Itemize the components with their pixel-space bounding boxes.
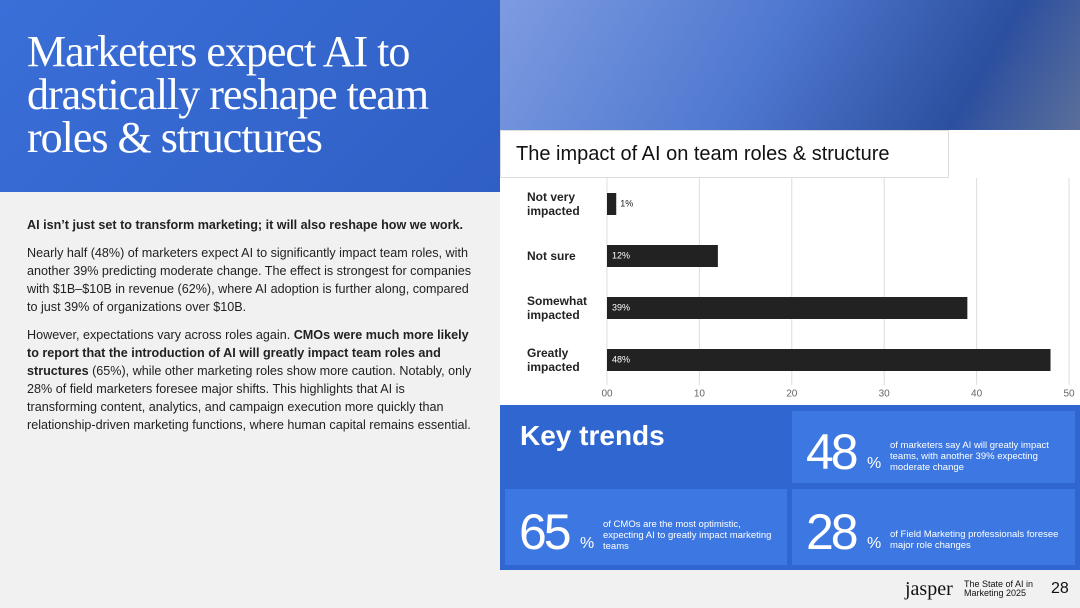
text: (65%), while other marketing roles show … — [27, 364, 472, 432]
stat-box: 65 % of CMOs are the most optimistic, ex… — [505, 489, 787, 565]
bold-text: CMOs were much more likely to report tha… — [27, 328, 469, 378]
text: However, expectations vary across roles … — [27, 328, 294, 342]
stat-unit: % — [867, 455, 882, 472]
stat-box: 48 % of marketers say AI will greatly im… — [792, 411, 1075, 483]
category-label: Not sure — [527, 249, 576, 263]
stat-box: 28 % of Field Marketing professionals fo… — [792, 489, 1075, 565]
x-tick-label: 50 — [1063, 389, 1075, 400]
stat-number: 48 — [806, 424, 859, 480]
category-label: Not very impacted — [527, 190, 580, 218]
stat-number: 28 — [806, 504, 859, 560]
stat-text: of marketers say AI will greatly impact … — [890, 440, 1049, 473]
stat-unit: % — [580, 535, 595, 552]
bar — [607, 245, 718, 267]
stat-text: of CMOs are the most optimistic, expecti… — [603, 519, 772, 552]
report-name: The State of AI in Marketing 2025 — [964, 579, 1034, 598]
x-tick-label: 10 — [694, 389, 706, 400]
x-tick-label: 30 — [879, 389, 891, 400]
hero-band — [0, 0, 500, 192]
paragraph: However, expectations vary across roles … — [27, 326, 472, 434]
page-number: 28 — [1051, 580, 1069, 597]
stat-number: 65 — [519, 504, 572, 560]
chart: 00 10 20 30 40 50 1% 12% 39% 48% — [601, 178, 1075, 400]
value-label: 48% — [612, 354, 630, 364]
lead: AI isn’t just set to transform marketing… — [27, 218, 463, 232]
bar — [607, 297, 968, 319]
key-trends-title: Key trends — [520, 420, 665, 451]
stat-text: of Field Marketing professionals foresee… — [890, 529, 1059, 551]
chart-title: The impact of AI on team roles & structu… — [500, 130, 949, 178]
x-tick-label: 00 — [601, 389, 613, 400]
value-label: 12% — [612, 250, 630, 260]
category-label: Somewhat impacted — [527, 294, 588, 322]
x-tick-label: 40 — [971, 389, 983, 400]
body-text: AI isn’t just set to transform marketing… — [27, 216, 472, 444]
paragraph: Nearly half (48%) of marketers expect AI… — [27, 244, 472, 316]
value-label: 39% — [612, 302, 630, 312]
category-label: Greatly impacted — [527, 346, 580, 374]
text: Nearly half (48%) of marketers expect AI… — [27, 246, 472, 314]
brand: jasper — [905, 578, 953, 600]
bar — [607, 349, 1051, 371]
stat-unit: % — [867, 535, 882, 552]
background-image — [500, 0, 1080, 130]
bar — [607, 193, 617, 215]
footer: jasper The State of AI in Marketing 2025… — [0, 570, 1080, 608]
page-title: Marketers expect AI to drastically resha… — [27, 27, 429, 162]
value-label: 1% — [620, 198, 633, 208]
x-tick-label: 20 — [786, 389, 798, 400]
